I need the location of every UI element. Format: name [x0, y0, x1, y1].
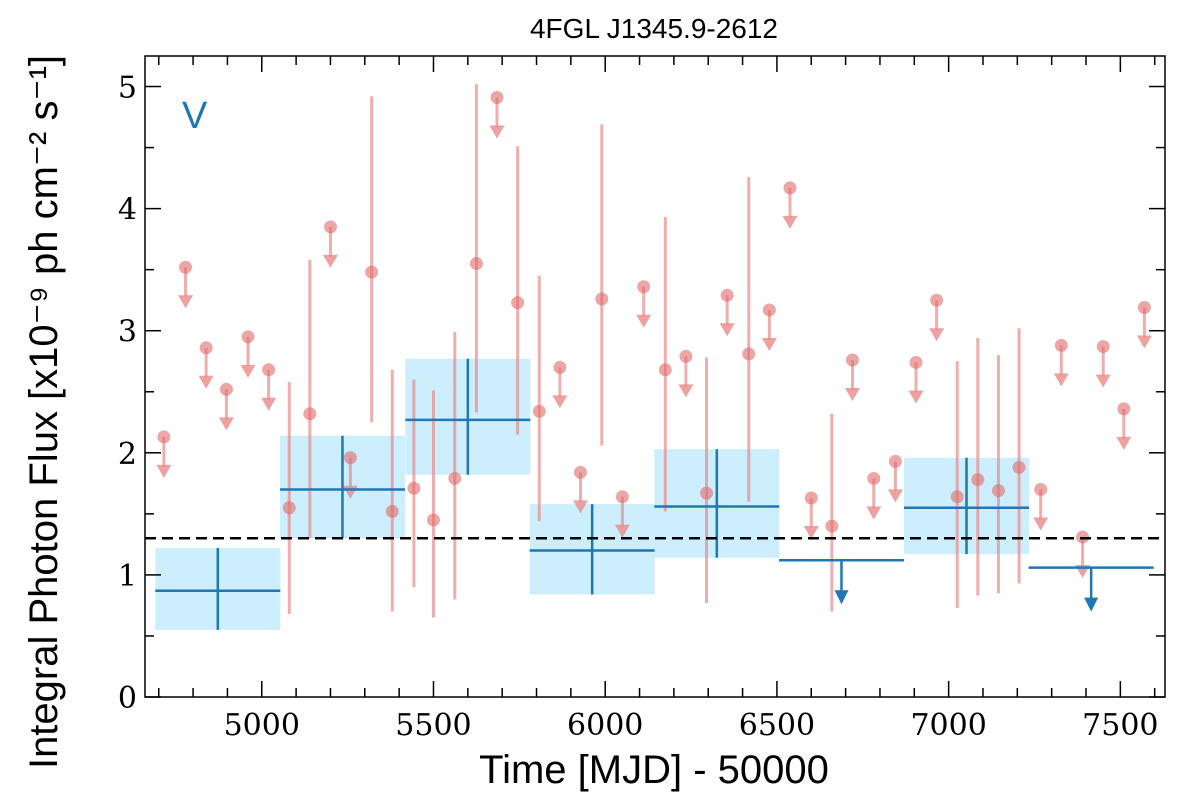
fine-data-point	[532, 404, 546, 418]
fine-upper-limit-arrow	[240, 364, 256, 378]
fine-upper-limit-arrow	[1116, 436, 1132, 450]
fine-upper-limit-arrow	[261, 397, 277, 411]
y-tick-label: 0	[118, 681, 137, 716]
fine-data-point	[595, 292, 609, 306]
y-tick-label: 1	[118, 559, 137, 594]
fine-upper-limit-arrow	[1095, 374, 1111, 388]
fine-data-point	[282, 501, 296, 515]
fine-upper-limit-point	[179, 260, 193, 274]
fine-upper-limit-point	[888, 454, 902, 468]
fine-upper-limit-point	[490, 91, 504, 105]
fine-upper-limit-point	[783, 181, 797, 195]
fine-upper-limit-arrow	[489, 125, 505, 139]
fine-upper-limit-point	[157, 430, 171, 444]
fine-upper-limit-arrow	[572, 500, 588, 514]
fine-data-point	[825, 519, 839, 533]
fine-data-point	[658, 363, 672, 377]
fine-upper-limit-arrow	[636, 314, 652, 328]
fine-upper-limit-arrow	[218, 417, 234, 431]
fine-upper-limit-point	[930, 293, 944, 307]
fine-upper-limit-point	[909, 355, 923, 369]
fine-upper-limit-point	[323, 220, 337, 234]
plot-frame	[144, 55, 1166, 698]
fine-upper-limit-arrow	[322, 254, 338, 268]
x-tick-label: 6500	[739, 708, 815, 743]
fine-data-point	[426, 513, 440, 527]
fine-upper-limit-arrow	[844, 388, 860, 402]
fine-data-point	[385, 504, 399, 518]
x-tick-label: 7500	[1082, 708, 1158, 743]
fine-upper-limit-arrow	[1033, 517, 1049, 531]
fine-data-point	[469, 257, 483, 271]
fine-upper-limit-point	[762, 303, 776, 317]
fine-upper-limit-arrow	[866, 506, 882, 520]
fine-data-point	[991, 484, 1005, 498]
fine-upper-limit-arrow	[719, 323, 735, 337]
fine-upper-limit-point	[1054, 338, 1068, 352]
fine-upper-limit-point	[804, 491, 818, 505]
fine-upper-limit-arrow	[782, 215, 798, 229]
fine-data-point	[448, 471, 462, 485]
fine-upper-limit-point	[199, 341, 213, 355]
y-tick-label: 2	[118, 437, 137, 472]
fine-upper-limit-arrow	[156, 464, 172, 478]
fine-upper-limit-arrow	[887, 489, 903, 503]
fine-upper-limit-arrow	[552, 395, 568, 409]
fine-upper-limit-point	[573, 465, 587, 479]
fine-upper-limit-arrow	[1053, 373, 1069, 387]
y-tick-label: 4	[118, 193, 137, 228]
y-axis-label: Integral Photon Flux [x10⁻⁹ ph cm⁻² s⁻¹]	[22, 55, 66, 769]
x-tick-label: 5000	[224, 708, 300, 743]
x-tick-label: 5500	[395, 708, 471, 743]
fine-data-point	[1012, 460, 1026, 474]
fine-data-point	[365, 265, 379, 279]
fine-upper-limit-point	[615, 490, 629, 504]
y-tick-label: 3	[118, 315, 137, 350]
fine-upper-limit-point	[219, 382, 233, 396]
fine-upper-limit-arrow	[908, 390, 924, 404]
fine-series-layer	[156, 84, 1152, 618]
fine-upper-limit-arrow	[198, 375, 214, 389]
fine-upper-limit-point	[1137, 301, 1151, 315]
fine-upper-limit-arrow	[1136, 335, 1152, 349]
fine-upper-limit-arrow	[178, 295, 194, 309]
fine-upper-limit-point	[845, 353, 859, 367]
fine-data-point	[511, 296, 525, 310]
fine-upper-limit-point	[241, 330, 255, 344]
x-tick-label: 6000	[567, 708, 643, 743]
fine-upper-limit-arrow	[803, 525, 819, 539]
fine-data-point	[303, 407, 317, 421]
fine-upper-limit-point	[553, 360, 567, 374]
chart-title: 4FGL J1345.9-2612	[530, 13, 778, 44]
fine-upper-limit-point	[679, 349, 693, 363]
fine-data-point	[742, 347, 756, 361]
fine-upper-limit-point	[867, 471, 881, 485]
y-tick-label: 5	[118, 71, 137, 106]
coarse-upper-limit-arrow	[1084, 597, 1099, 612]
x-tick-label: 7000	[910, 708, 986, 743]
fine-upper-limit-arrow	[678, 384, 694, 398]
fine-upper-limit-arrow	[761, 337, 777, 351]
fine-data-point	[950, 490, 964, 504]
axis-ticks: 5000 5500 6000 6500 7000 7500 0 1 2 3 4 5	[118, 56, 1165, 743]
fine-upper-limit-arrow	[929, 328, 945, 342]
fine-upper-limit-point	[1096, 340, 1110, 354]
fine-data-point	[407, 481, 421, 495]
fine-upper-limit-point	[1034, 482, 1048, 496]
fine-upper-limit-point	[343, 451, 357, 465]
fine-upper-limit-point	[1117, 402, 1131, 416]
fine-data-point	[971, 473, 985, 487]
fine-upper-limit-point	[720, 288, 734, 302]
fine-upper-limit-point	[637, 280, 651, 294]
coarse-upper-limit-arrow	[834, 590, 849, 605]
coarse-series-layer	[155, 358, 1154, 630]
fine-upper-limit-arrow	[614, 524, 630, 538]
fine-upper-limit-point	[262, 363, 276, 377]
fine-data-point	[700, 486, 714, 500]
x-axis-label: Time [MJD] - 50000	[479, 748, 829, 792]
panel-label: V	[182, 95, 208, 137]
